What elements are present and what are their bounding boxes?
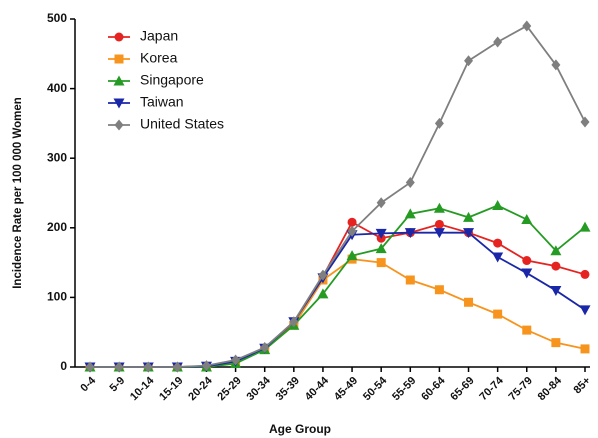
legend-label: Japan: [140, 28, 178, 44]
series-line: [90, 204, 586, 368]
x-tick-label: 50-54: [361, 374, 390, 403]
data-point: [375, 243, 387, 254]
data-point: [404, 228, 416, 239]
data-point: [521, 213, 533, 224]
data-point: [492, 252, 504, 263]
data-point: [346, 250, 358, 261]
data-point: [579, 305, 591, 316]
x-tick-label: 80-84: [536, 374, 565, 403]
x-tick-label: 45-49: [332, 375, 360, 403]
data-point: [433, 228, 445, 239]
data-point: [376, 258, 386, 268]
x-tick-label: 60-64: [419, 374, 448, 403]
data-point: [172, 361, 182, 373]
data-point: [580, 116, 590, 128]
data-point: [493, 36, 503, 48]
series-line: [90, 221, 586, 368]
data-point: [231, 354, 241, 366]
x-tick-label: 30-34: [244, 374, 273, 403]
x-tick-label: 40-44: [303, 374, 332, 403]
data-point: [405, 177, 415, 189]
data-point: [551, 338, 561, 348]
data-point: [347, 217, 357, 227]
x-tick-label: 85+: [571, 375, 593, 397]
y-tick-label: 500: [47, 11, 67, 25]
data-point: [405, 275, 415, 285]
x-tick-label: 55-59: [390, 375, 418, 403]
data-point: [522, 256, 532, 266]
data-point: [143, 361, 153, 373]
y-tick-label: 200: [47, 220, 67, 234]
x-axis-label: Age Group: [269, 422, 331, 436]
data-point: [318, 269, 328, 281]
legend-marker: [114, 32, 124, 42]
y-tick-label: 300: [47, 150, 67, 164]
x-tick-label: 35-39: [274, 375, 302, 403]
x-tick-label: 20-24: [186, 374, 215, 403]
data-point: [580, 269, 590, 279]
legend-label: Korea: [140, 50, 178, 66]
legend-marker: [113, 75, 125, 86]
legend-marker: [113, 98, 125, 109]
x-tick-label: 15-19: [157, 375, 185, 403]
y-tick-label: 400: [47, 81, 67, 95]
data-point: [464, 297, 474, 307]
data-point: [289, 316, 299, 328]
y-tick-label: 0: [60, 359, 67, 373]
data-point: [201, 360, 211, 372]
x-tick-label: 25-29: [215, 375, 243, 403]
x-tick-label: 10-14: [128, 374, 157, 403]
legend-label: Taiwan: [140, 94, 184, 110]
x-tick-label: 65-69: [448, 375, 476, 403]
legend-marker: [114, 54, 124, 64]
x-tick-label: 0-4: [78, 374, 98, 394]
legend-label: Singapore: [140, 72, 204, 88]
y-axis-label: Incidence Rate per 100 000 Women: [12, 97, 24, 289]
legend-marker: [114, 119, 124, 131]
data-point: [492, 200, 504, 211]
data-point: [493, 238, 503, 248]
data-point: [434, 285, 444, 295]
data-point: [317, 288, 329, 299]
data-point: [434, 219, 444, 229]
data-point: [347, 225, 357, 237]
data-point: [551, 59, 561, 71]
x-tick-label: 75-79: [507, 375, 535, 403]
data-point: [550, 245, 562, 256]
data-point: [375, 228, 387, 239]
data-point: [114, 361, 124, 373]
data-point: [522, 325, 532, 335]
y-tick-label: 100: [47, 290, 67, 304]
data-point: [433, 202, 445, 213]
data-point: [463, 211, 475, 222]
data-point: [493, 309, 503, 319]
data-point: [463, 228, 475, 239]
series-line: [90, 24, 586, 368]
data-point: [522, 20, 532, 32]
data-point: [260, 342, 270, 354]
data-point: [85, 361, 95, 373]
data-point: [404, 208, 416, 219]
data-point: [579, 221, 591, 232]
data-point: [376, 197, 386, 209]
legend-label: United States: [140, 116, 224, 132]
data-point: [550, 285, 562, 296]
x-tick-label: 70-74: [477, 374, 506, 403]
x-tick-label: 5-9: [108, 375, 128, 395]
data-point: [551, 261, 561, 271]
data-point: [580, 344, 590, 354]
data-point: [521, 268, 533, 279]
data-point: [464, 55, 474, 67]
data-point: [434, 117, 444, 129]
